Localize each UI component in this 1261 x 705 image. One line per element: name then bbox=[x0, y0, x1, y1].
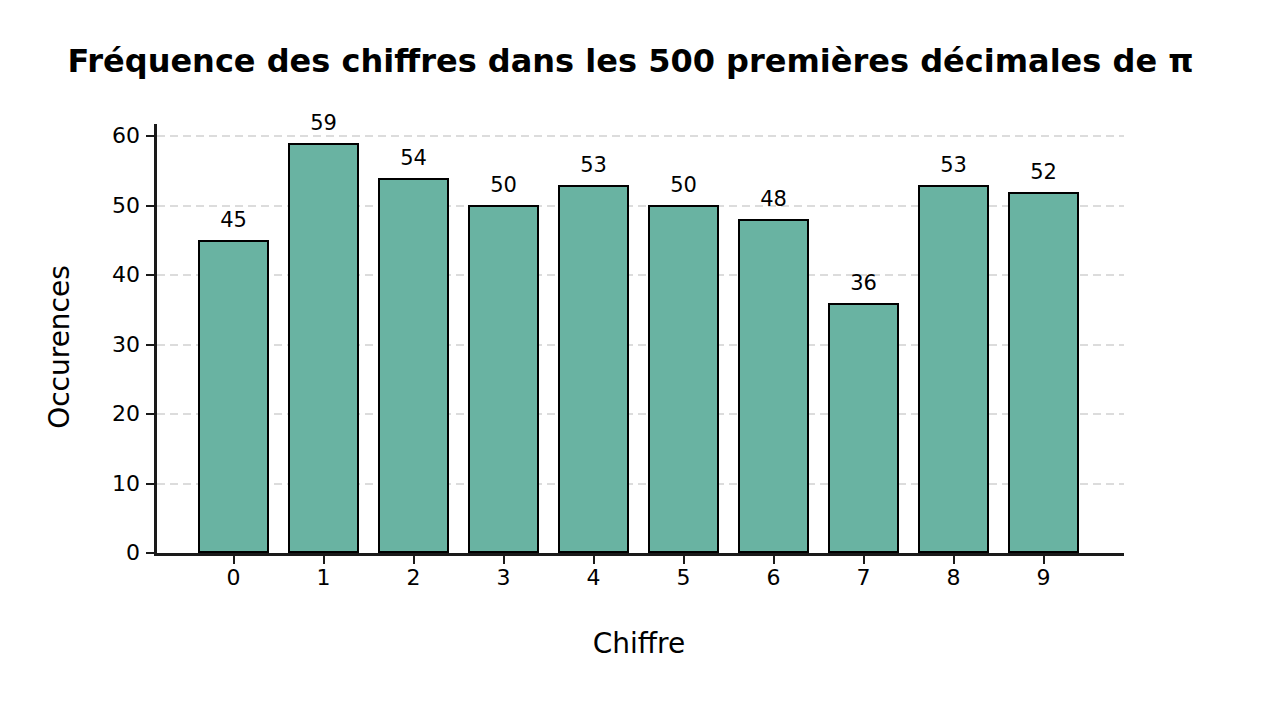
x-tick-label: 5 bbox=[659, 565, 709, 591]
y-tick-label: 30 bbox=[40, 332, 140, 358]
y-tick-label: 0 bbox=[40, 540, 140, 566]
bar bbox=[738, 219, 809, 553]
x-tick-label: 8 bbox=[929, 565, 979, 591]
y-tick-label: 10 bbox=[40, 471, 140, 497]
y-tick-mark bbox=[146, 552, 154, 554]
x-tick-mark bbox=[593, 556, 595, 564]
x-tick-label: 0 bbox=[209, 565, 259, 591]
x-tick-mark bbox=[683, 556, 685, 564]
bar bbox=[648, 205, 719, 553]
y-tick-label: 50 bbox=[40, 193, 140, 219]
bar-value-label: 54 bbox=[378, 146, 449, 170]
x-tick-label: 6 bbox=[749, 565, 799, 591]
x-tick-mark bbox=[773, 556, 775, 564]
bar-value-label: 48 bbox=[738, 187, 809, 211]
bar bbox=[1008, 192, 1079, 553]
chart-title: Fréquence des chiffres dans les 500 prem… bbox=[0, 44, 1261, 78]
gridline bbox=[157, 135, 1124, 137]
bar-value-label: 50 bbox=[468, 173, 539, 197]
x-tick-mark bbox=[503, 556, 505, 564]
x-tick-label: 7 bbox=[839, 565, 889, 591]
bar-value-label: 36 bbox=[828, 271, 899, 295]
x-tick-mark bbox=[863, 556, 865, 564]
x-tick-mark bbox=[323, 556, 325, 564]
bar-value-label: 50 bbox=[648, 173, 719, 197]
y-tick-mark bbox=[146, 135, 154, 137]
bar-chart-figure: Fréquence des chiffres dans les 500 prem… bbox=[0, 0, 1261, 705]
bar bbox=[288, 143, 359, 553]
bar-value-label: 53 bbox=[918, 153, 989, 177]
x-tick-mark bbox=[413, 556, 415, 564]
x-tick-label: 9 bbox=[1019, 565, 1069, 591]
bar bbox=[468, 205, 539, 553]
bar-value-label: 52 bbox=[1008, 160, 1079, 184]
x-tick-mark bbox=[1043, 556, 1045, 564]
bar-value-label: 59 bbox=[288, 111, 359, 135]
y-tick-label: 20 bbox=[40, 401, 140, 427]
x-axis-label: Chiffre bbox=[154, 627, 1124, 660]
y-tick-mark bbox=[146, 274, 154, 276]
bar-value-label: 45 bbox=[198, 208, 269, 232]
y-tick-label: 60 bbox=[40, 123, 140, 149]
y-tick-mark bbox=[146, 205, 154, 207]
bar bbox=[828, 303, 899, 553]
plot-area: 45595450535048365352 bbox=[154, 124, 1124, 556]
bar bbox=[378, 178, 449, 553]
x-tick-mark bbox=[953, 556, 955, 564]
x-tick-label: 2 bbox=[389, 565, 439, 591]
x-tick-label: 3 bbox=[479, 565, 529, 591]
y-tick-mark bbox=[146, 413, 154, 415]
bar bbox=[558, 185, 629, 553]
x-tick-label: 4 bbox=[569, 565, 619, 591]
bar bbox=[198, 240, 269, 553]
x-tick-mark bbox=[233, 556, 235, 564]
bar-value-label: 53 bbox=[558, 153, 629, 177]
y-tick-mark bbox=[146, 344, 154, 346]
y-tick-mark bbox=[146, 483, 154, 485]
y-tick-label: 40 bbox=[40, 262, 140, 288]
x-tick-label: 1 bbox=[299, 565, 349, 591]
bar bbox=[918, 185, 989, 553]
